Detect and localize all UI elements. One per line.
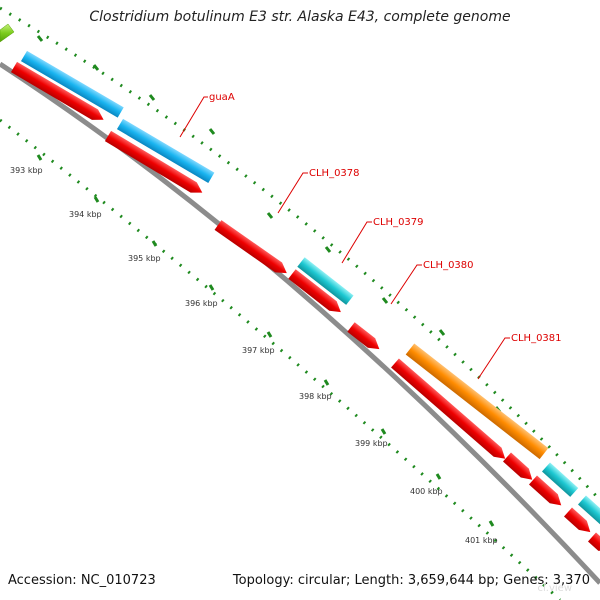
gene-label: CLH_0380 [423,260,474,271]
cds-arrow-9 [563,507,591,533]
tick-label: 401 kbp [465,536,498,545]
gene-label: guaA [209,92,235,103]
gene-label-leaders [179,96,510,380]
accession-text: Accession: NC_010723 [8,573,156,588]
tick-label: 393 kbp [10,166,43,175]
tick-label: 399 kbp [355,439,388,448]
cds-arrow-3 [214,220,287,274]
cds-arrow-7 [502,452,533,480]
tick-label: 394 kbp [69,210,102,219]
genome-summary-text: Topology: circular; Length: 3,659,644 bp… [232,573,590,588]
gene-label: CLH_0378 [309,168,360,179]
tick-label: 398 kbp [299,392,332,401]
map-title: Clostridium botulinum E3 str. Alaska E43… [89,9,511,25]
cds-arrow-4 [288,269,341,313]
cds-arrow-8 [528,475,562,506]
cds-arrow-10 [587,532,600,551]
gene-labels: guaA CLH_0378 CLH_0379 CLH_0380 CLH_0381 [209,92,562,344]
cds-arrow-1 [10,61,104,120]
gene-feature-blue-2 [116,118,215,183]
gene-feature-cyan-3 [577,495,600,525]
tick-label: 395 kbp [128,254,161,263]
outer-tick-marks [36,35,502,413]
tick-label: 396 kbp [185,299,218,308]
genome-backbone [0,61,600,585]
tick-label: 400 kbp [410,487,443,496]
gene-feature-green [0,23,15,43]
cds-arrow-5 [347,322,380,350]
cds-arrow-2 [104,130,203,193]
watermark: cl.view [537,583,572,594]
gene-label: CLH_0381 [511,333,562,344]
tick-label: 397 kbp [242,346,275,355]
inner-scale-ring [0,118,562,600]
cds-arrow-6 [391,358,506,459]
gene-feature-cyan-2 [541,462,579,497]
inner-tick-marks [36,154,495,527]
gene-feature-cyan-1 [297,257,354,305]
gene-feature-orange [405,343,549,460]
tick-labels: 393 kbp 394 kbp 395 kbp 396 kbp 397 kbp … [10,166,498,545]
gene-label: CLH_0379 [373,217,424,228]
gene-feature-blue-1 [20,50,124,118]
